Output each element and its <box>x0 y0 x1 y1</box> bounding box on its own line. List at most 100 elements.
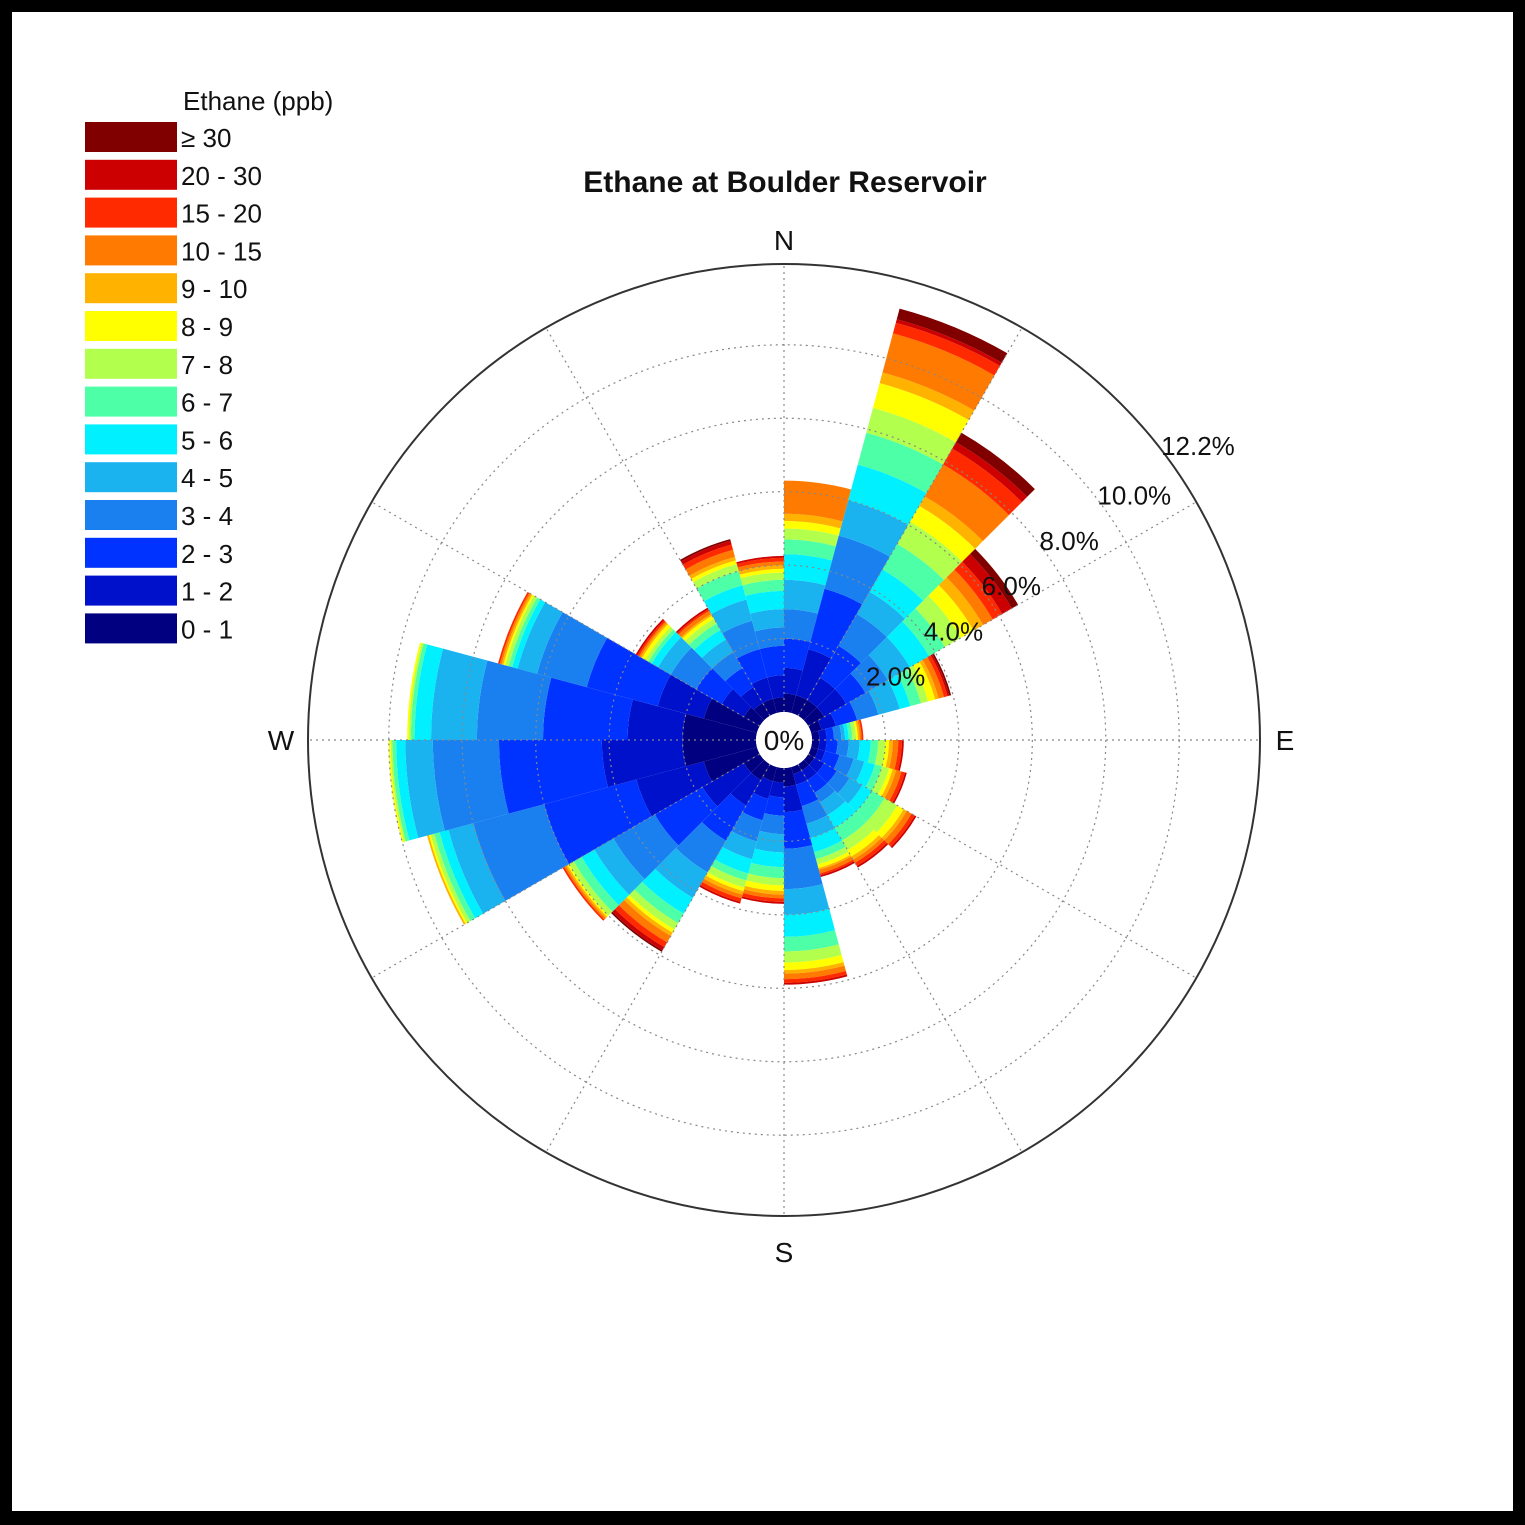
sector-segment <box>703 585 747 614</box>
sector-segment <box>636 761 713 817</box>
sector-segment <box>881 740 890 768</box>
sector-segment <box>784 554 833 586</box>
sector-segment <box>889 740 899 770</box>
legend-label: ≥ 30 <box>181 123 231 153</box>
legend-label: 3 - 4 <box>181 501 233 531</box>
sector-segment <box>954 561 1003 620</box>
sector-segment <box>906 665 929 704</box>
sector-segment <box>853 720 858 740</box>
sector-segment <box>388 740 405 843</box>
direction-label-e: E <box>1276 725 1295 756</box>
sector-segment <box>751 677 773 704</box>
ring-label: 4.0% <box>924 616 983 646</box>
sector-segment <box>784 480 852 522</box>
legend-swatch <box>85 273 177 304</box>
sector-segment <box>837 777 863 804</box>
sector-segment <box>784 638 811 671</box>
sector-segment <box>751 759 770 781</box>
sector-segment <box>842 822 874 851</box>
direction-label-w: W <box>268 725 295 756</box>
sector-segment <box>855 761 875 788</box>
sector-segment <box>711 859 749 881</box>
sector-segment <box>784 784 803 813</box>
sector-segment <box>703 698 760 733</box>
sector-segment <box>818 740 827 752</box>
sector-segment <box>759 645 784 678</box>
sector-segment <box>705 872 745 892</box>
legend-label: 9 - 10 <box>181 274 248 304</box>
sector-segment <box>712 652 743 682</box>
sector-segment <box>784 579 826 614</box>
sector-segment <box>850 721 857 740</box>
sector-segment <box>784 521 841 536</box>
sector-segment <box>832 725 842 740</box>
sector-segment <box>784 693 796 713</box>
sector-segment <box>888 813 915 847</box>
sector-segment <box>878 768 893 797</box>
sector-segment <box>817 851 851 869</box>
sector-segment <box>801 799 828 824</box>
sector-segment <box>694 629 726 658</box>
sector-segment <box>762 698 777 716</box>
sector-segment <box>544 779 652 865</box>
sector-segment <box>814 783 835 803</box>
axis-labels: 0% N E S W 2.0% 4.0% 6.0% 8.0% 10.0% 12.2% <box>268 225 1295 1268</box>
sector-segment <box>498 591 530 664</box>
sector-segment <box>924 464 1009 542</box>
sector-segment <box>838 500 909 557</box>
sector-segment <box>784 845 823 890</box>
legend-label: 6 - 7 <box>181 388 233 418</box>
sector-segment <box>803 707 825 726</box>
sector-segment <box>884 810 912 845</box>
sector-segment <box>736 555 784 564</box>
sector-segment <box>895 319 1002 366</box>
grid-spoke <box>545 763 771 1153</box>
sector-segment <box>871 766 890 795</box>
legend-label: 2 - 3 <box>181 539 233 569</box>
sector-segment <box>682 740 757 767</box>
ring-label: 8.0% <box>1040 526 1099 556</box>
sector-segment <box>564 866 606 920</box>
sector-segment <box>915 595 961 648</box>
sector-segment <box>390 740 406 842</box>
sector-segment <box>682 713 757 740</box>
sector-segment <box>816 763 837 784</box>
sector-segment <box>725 668 754 697</box>
sector-segment <box>922 657 945 699</box>
sector-segment <box>743 754 765 773</box>
sector-segment <box>955 432 1035 497</box>
sector-segment <box>743 885 784 895</box>
sector-segment <box>677 609 710 635</box>
sector-segment <box>744 880 784 892</box>
sector-segment <box>396 740 419 841</box>
sector-segment <box>614 905 668 948</box>
sector-segment <box>815 846 849 865</box>
sector-segment <box>730 772 761 806</box>
grid-spoke <box>545 327 771 717</box>
sector-segment <box>927 655 948 698</box>
sector-segment <box>722 620 760 659</box>
sector-segment <box>897 740 904 772</box>
sector-segment <box>824 535 890 605</box>
sector-segment <box>754 627 784 650</box>
sector-segment <box>932 653 952 696</box>
sector-segment <box>611 911 663 952</box>
legend-swatch <box>85 500 177 530</box>
sector-segment <box>651 631 682 668</box>
sector-segment <box>685 618 717 645</box>
legend: Ethane (ppb) ≥ 30 20 - 30 15 - 20 10 - 15 9 … <box>85 86 333 644</box>
sector-segment <box>795 780 819 807</box>
sector-segment <box>784 667 803 696</box>
sector-segment <box>407 642 422 740</box>
sector-segment <box>856 842 889 868</box>
sector-segment <box>889 771 906 803</box>
sector-segment <box>623 897 673 936</box>
sector-segment <box>857 740 871 763</box>
sector-segment <box>855 790 885 823</box>
sector-segment <box>848 464 927 525</box>
sector-segment <box>962 554 1012 614</box>
sector-segment <box>850 655 888 693</box>
sector-segment <box>696 668 734 704</box>
sector-segment <box>818 728 827 740</box>
ring-label: 12.2% <box>1161 431 1235 461</box>
